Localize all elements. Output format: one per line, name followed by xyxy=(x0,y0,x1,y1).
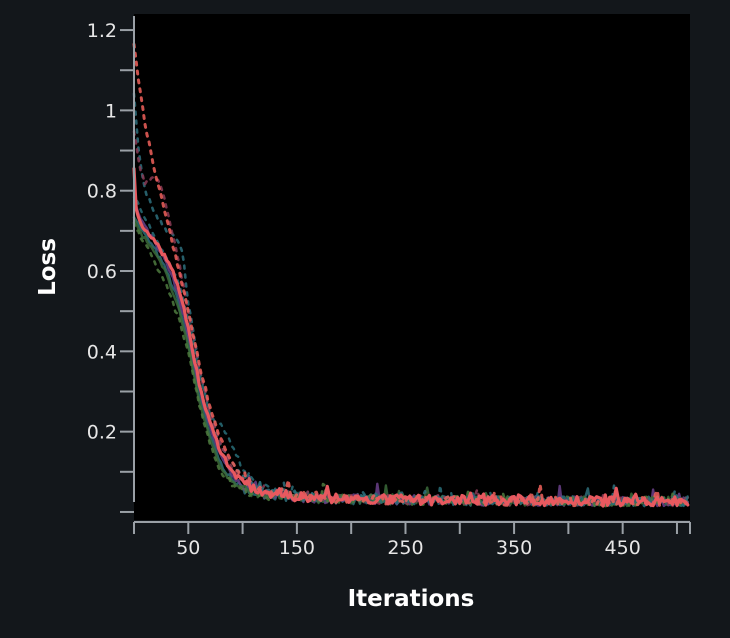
x-tick-label: 250 xyxy=(387,537,423,559)
y-tick-label: 1.2 xyxy=(87,20,117,42)
y-tick-label: 0.4 xyxy=(87,341,117,363)
axes: 0.2 0.4 0.6 0.8 1 1.2 50 150 250 350 450 xyxy=(87,16,691,559)
series-line-5-dashed xyxy=(132,42,690,508)
y-tick-label: 1 xyxy=(105,100,117,122)
y-tick-label: 0.2 xyxy=(87,422,117,444)
x-tick-label: 150 xyxy=(279,537,315,559)
plot-area xyxy=(134,14,690,520)
x-axis-title: Iterations xyxy=(348,586,475,612)
x-tick-label: 350 xyxy=(496,537,532,559)
x-tick-label: 450 xyxy=(605,537,641,559)
series-line-1-solid xyxy=(132,167,690,508)
y-tick-label: 0.8 xyxy=(87,181,117,203)
y-tick-label: 0.6 xyxy=(87,261,117,283)
x-tick-label: 50 xyxy=(176,537,200,559)
series-layer xyxy=(132,42,690,508)
y-axis-title: Loss xyxy=(35,238,61,296)
